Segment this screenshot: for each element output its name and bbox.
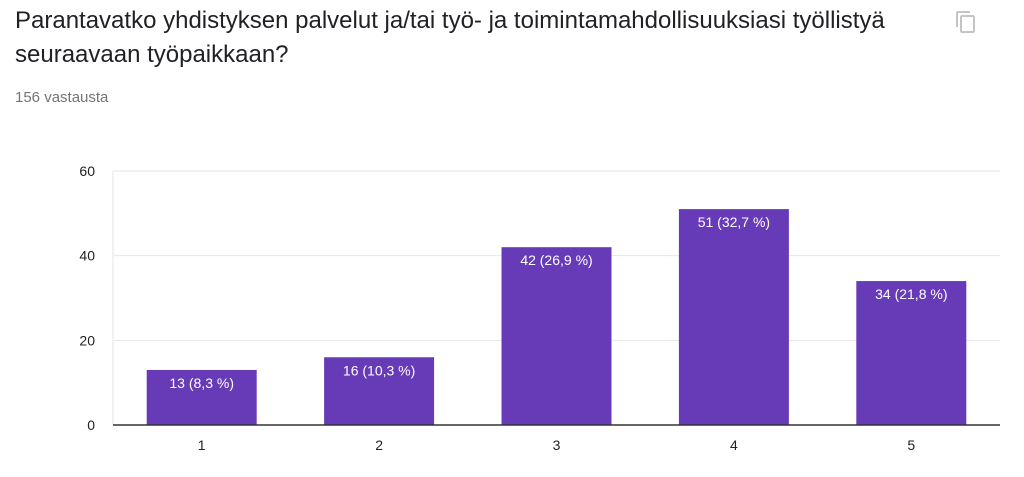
question-title: Parantavatko yhdistyksen palvelut ja/tai… bbox=[15, 7, 885, 68]
response-count: 156 vastausta bbox=[15, 89, 109, 106]
bar bbox=[146, 369, 257, 425]
data-label: 16 (10,3 %) bbox=[343, 362, 415, 378]
y-tick-label: 60 bbox=[79, 163, 95, 179]
x-tick-label: 2 bbox=[375, 437, 383, 453]
bar bbox=[324, 357, 435, 425]
y-tick-label: 20 bbox=[79, 332, 95, 348]
x-tick-label: 5 bbox=[907, 437, 915, 453]
y-tick-label: 40 bbox=[79, 248, 95, 264]
bar bbox=[678, 209, 789, 425]
data-label: 34 (21,8 %) bbox=[875, 286, 947, 302]
data-label: 13 (8,3 %) bbox=[169, 375, 234, 391]
y-tick-label: 0 bbox=[87, 417, 95, 433]
x-tick-label: 1 bbox=[198, 437, 206, 453]
data-label: 51 (32,7 %) bbox=[698, 214, 770, 230]
bar bbox=[501, 247, 612, 425]
x-tick-label: 4 bbox=[730, 437, 738, 453]
bar bbox=[856, 281, 967, 425]
copy-chart-button[interactable] bbox=[948, 4, 984, 40]
copy-icon bbox=[956, 11, 975, 33]
data-label: 42 (26,9 %) bbox=[520, 252, 592, 268]
x-tick-label: 3 bbox=[553, 437, 561, 453]
